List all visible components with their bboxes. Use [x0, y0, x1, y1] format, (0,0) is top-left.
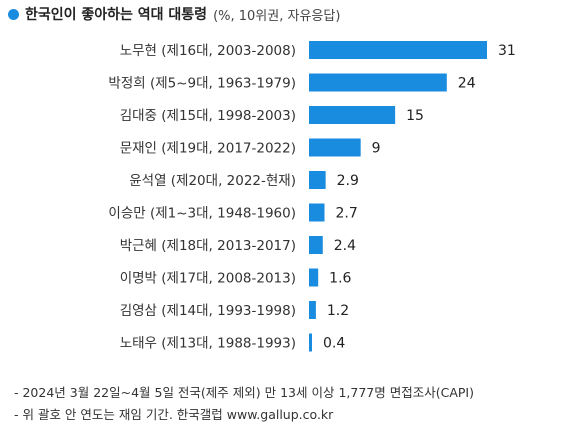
bar [309, 138, 361, 157]
value-label: 2.9 [337, 173, 359, 189]
bar-chart: 노무현 (제16대, 2003-2008) 31 박정희 (제5~9대, 1963-… [108, 41, 516, 352]
category-label: 박근혜 (제18대, 2013-2017) [120, 238, 296, 254]
bar [309, 171, 326, 189]
chart-header: 한국인이 좋아하는 역대 대통령 (%, 10위권, 자유응답) [8, 4, 340, 24]
category-label: 노태우 (제13대, 1988-1993) [120, 336, 296, 352]
bar [309, 301, 316, 319]
value-label: 9 [372, 141, 381, 157]
category-label: 윤석열 (제20대, 2022-현재) [129, 173, 296, 189]
bar [309, 333, 312, 352]
footer-note-survey: - 2024년 3월 22일~4월 5일 전국(제주 제외) 만 13세 이상 … [14, 385, 474, 400]
bar [309, 73, 447, 92]
category-label: 김영삼 (제14대, 1993-1998) [120, 303, 296, 319]
footer-note-source: - 위 괄호 안 연도는 재임 기간. 한국갤럽 www.gallup.co.k… [14, 407, 334, 422]
bar [309, 268, 319, 287]
category-label: 노무현 (제16대, 2003-2008) [120, 43, 296, 59]
value-label: 1.2 [327, 303, 349, 319]
bar [309, 236, 323, 254]
value-label: 2.4 [334, 238, 356, 254]
value-label: 24 [458, 76, 476, 92]
chart-footer: - 2024년 3월 22일~4월 5일 전국(제주 제외) 만 13세 이상 … [14, 382, 474, 426]
category-label: 김대중 (제15대, 1998-2003) [120, 108, 296, 124]
value-label: 2.7 [336, 206, 358, 222]
value-label: 31 [498, 43, 516, 59]
category-label: 박정희 (제5~9대, 1963-1979) [108, 76, 296, 92]
bullet-dot-icon [8, 8, 19, 20]
chart-subtitle: (%, 10위권, 자유응답) [213, 8, 341, 24]
category-label: 문재인 (제19대, 2017-2022) [120, 141, 296, 157]
bar [309, 203, 325, 222]
value-label: 0.4 [323, 336, 345, 352]
bar [309, 41, 487, 59]
category-label: 이승만 (제1~3대, 1948-1960) [108, 206, 296, 222]
value-label: 15 [406, 108, 424, 124]
chart-title: 한국인이 좋아하는 역대 대통령 [25, 7, 208, 23]
category-label: 이명박 (제17대, 2008-2013) [120, 271, 296, 287]
value-label: 1.6 [329, 271, 351, 287]
bar [309, 106, 396, 124]
